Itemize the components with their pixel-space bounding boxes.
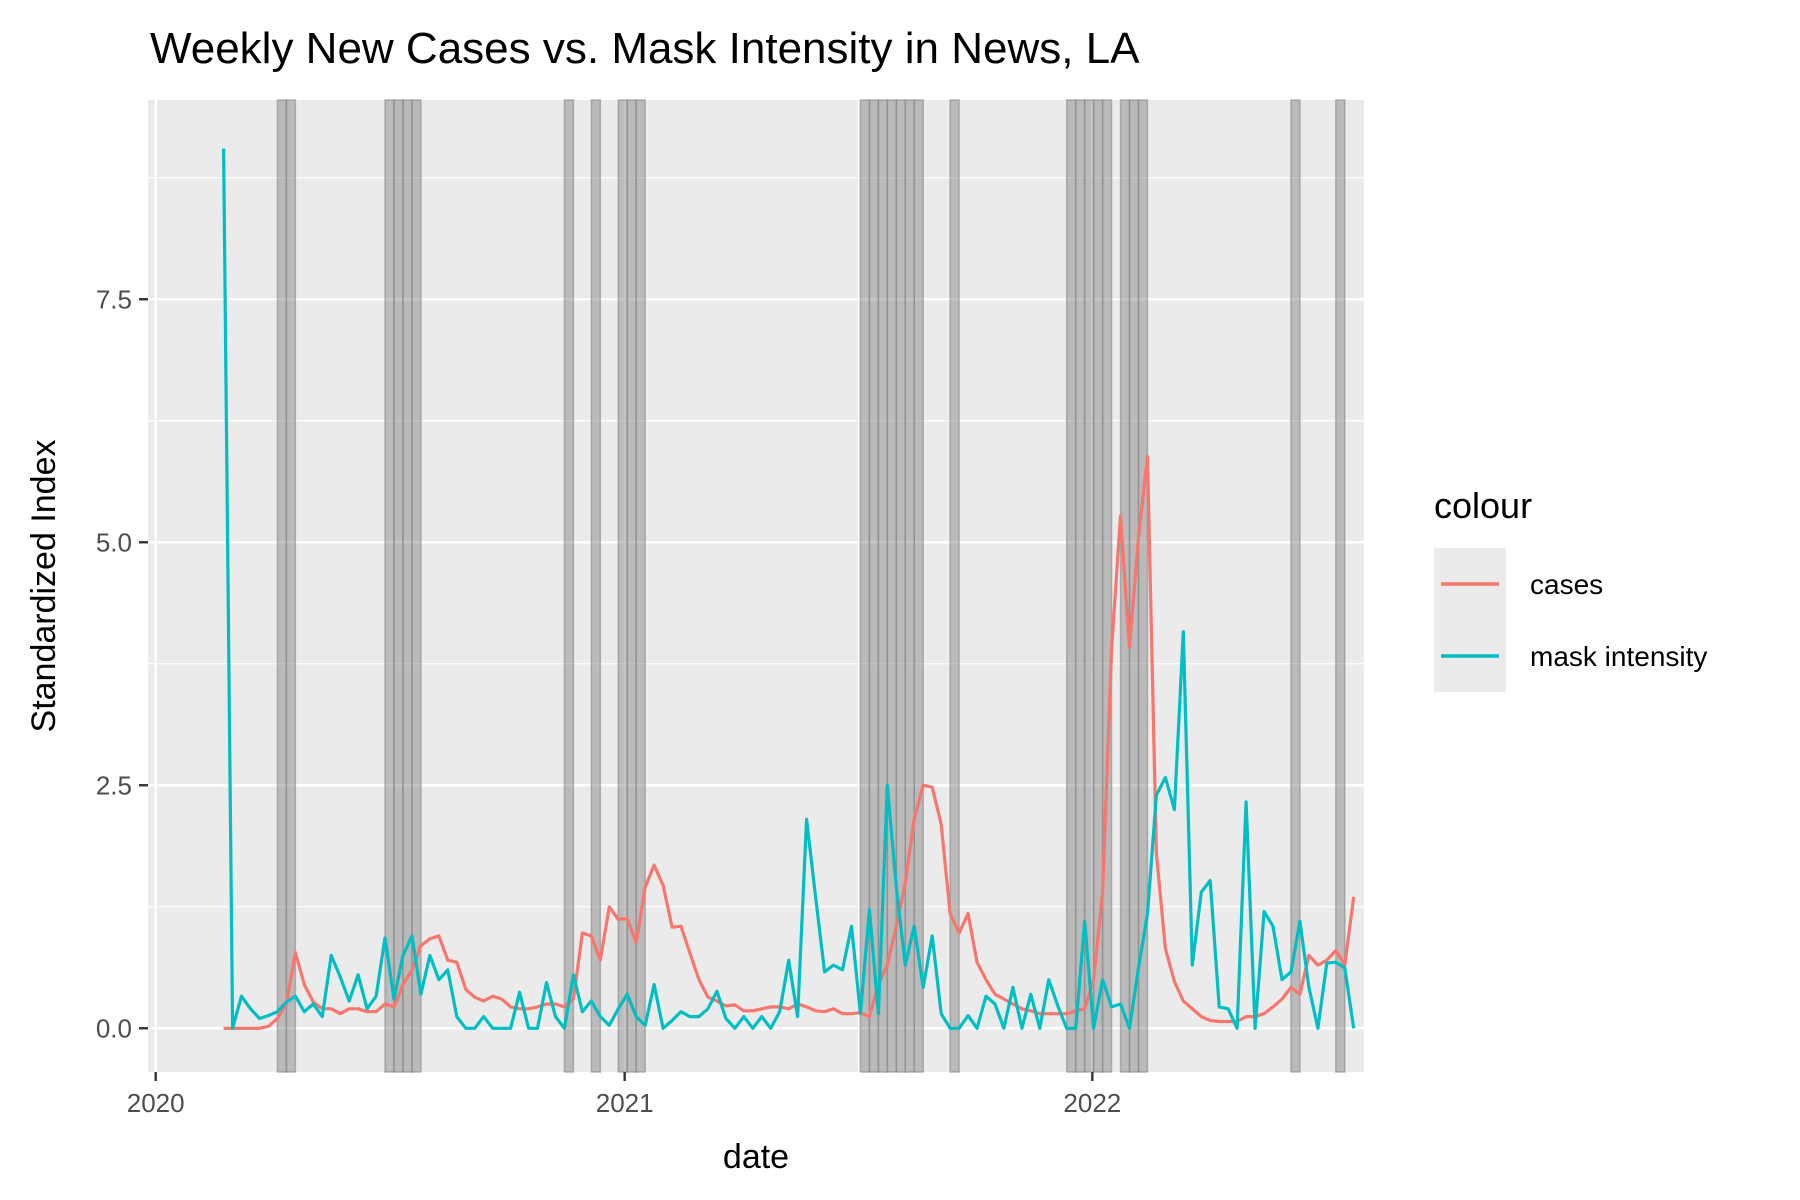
highlight-band [285, 99, 297, 1073]
highlight-band [1335, 99, 1346, 1073]
highlight-band [402, 99, 413, 1073]
y-tick-label: 2.5 [96, 770, 132, 800]
series-line-mask-intensity [222, 148, 1356, 1030]
chart-title: Weekly New Cases vs. Mask Intensity in N… [150, 24, 1140, 73]
highlight-band [1290, 99, 1301, 1073]
series-line-cases [223, 455, 1356, 1030]
highlight-band [1101, 99, 1113, 1073]
highlight-band [913, 99, 924, 1073]
x-axis-title: date [723, 1138, 789, 1176]
y-tick-label: 5.0 [96, 527, 132, 557]
highlight-band [1137, 99, 1149, 1073]
highlight-band [949, 99, 960, 1073]
y-axis: 0.0 2.5 5.0 7.5 [96, 284, 148, 1043]
x-tick-label: 2021 [596, 1088, 654, 1118]
y-tick-label: 7.5 [96, 284, 132, 314]
highlight-band [590, 99, 602, 1073]
highlight-band [384, 99, 395, 1073]
series-lines [222, 148, 1356, 1030]
y-tick-label: 0.0 [96, 1013, 132, 1043]
grid-major [148, 100, 1364, 1072]
legend-title: colour [1434, 485, 1532, 526]
highlight-band [617, 99, 628, 1073]
legend-label-mask-intensity: mask intensity [1530, 641, 1707, 672]
highlight-band [1065, 99, 1077, 1073]
highlight-band [635, 99, 646, 1073]
legend-label-cases: cases [1530, 569, 1603, 600]
highlight-band [393, 99, 404, 1073]
plot-panel [148, 100, 1364, 1072]
highlight-bands [276, 99, 1346, 1073]
y-axis-title: Standardized Index [25, 440, 63, 733]
highlight-band [276, 99, 288, 1073]
x-tick-label: 2022 [1063, 1088, 1121, 1118]
x-tick-label: 2020 [127, 1088, 185, 1118]
legend: colour cases mask intensity [1434, 485, 1707, 692]
highlight-band [563, 99, 575, 1073]
x-axis: 2020 2021 2022 [127, 1072, 1121, 1118]
highlight-band [411, 99, 422, 1073]
